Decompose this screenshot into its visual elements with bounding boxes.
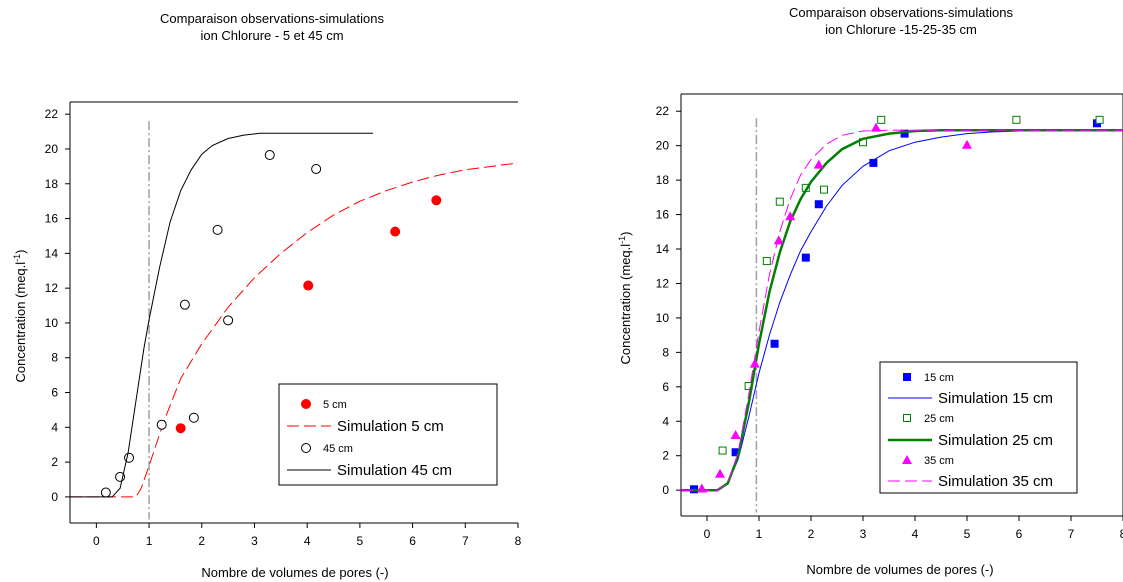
chart-left-xlabel: Nombre de volumes de pores (-) (201, 565, 388, 580)
chart-left-legend-label: 5 cm (323, 399, 347, 411)
chart-right-series-15-cm-point (802, 254, 810, 262)
chart-left-ylabel: Concentration (meq.l-1) (12, 249, 28, 382)
chart-left-series-5-cm-point (432, 196, 441, 205)
chart-left-legend-swatch (302, 444, 311, 453)
chart-left-xtick-label: 8 (515, 534, 522, 548)
chart-left-ytick-label: 16 (45, 212, 59, 226)
chart-left-legend-label: Simulation 45 cm (337, 462, 452, 479)
chart-right-legend-swatch (903, 373, 911, 381)
chart-right-ytick-label: 6 (662, 380, 669, 394)
chart-left-ytick-label: 6 (51, 386, 58, 400)
chart-right-series-25-cm-point (821, 186, 828, 193)
chart-right-legend-label: Simulation 15 cm (938, 390, 1053, 407)
chart-right-ytick-label: 0 (662, 483, 669, 497)
chart-left-series-45-cm-point (189, 413, 198, 422)
chart-right-ytick-label: 22 (656, 104, 670, 118)
chart-right-ytick-label: 16 (656, 208, 670, 222)
chart-right-series-35-cm-point (962, 140, 972, 149)
chart-right-legend-label: 35 cm (924, 455, 954, 467)
chart-left-series-5-cm-point (176, 424, 185, 433)
chart-right-ytick-label: 4 (662, 414, 669, 428)
chart-left-title-line1: Comparaison observations-simulations (160, 11, 384, 26)
chart-right-series-25-cm-point (763, 258, 770, 265)
chart-left-series-45-cm-point (312, 164, 321, 173)
chart-right-xlabel: Nombre de volumes de pores (-) (806, 562, 993, 577)
chart-right-xtick-label: 6 (1016, 527, 1023, 541)
chart-right-series-35-cm-point (814, 160, 824, 169)
chart-right-series-25-cm-point (1013, 116, 1020, 123)
chart-right-ytick-label: 14 (656, 242, 670, 256)
chart-left-title-line2: ion Chlorure - 5 et 45 cm (200, 28, 343, 43)
chart-left-series-45-cm-point (224, 316, 233, 325)
chart-left-ytick-label: 20 (45, 142, 59, 156)
chart-right-ytick-label: 20 (656, 139, 670, 153)
chart-right-ytick-label: 2 (662, 449, 669, 463)
chart-left-series-45-cm-point (180, 300, 189, 309)
chart-right-title-line2: ion Chlorure -15-25-35 cm (825, 22, 977, 37)
chart-left-xtick-label: 5 (357, 534, 364, 548)
chart-left-xtick-label: 7 (462, 534, 469, 548)
chart-left-ytick-label: 0 (51, 490, 58, 504)
chart-left: Comparaison observations-simulations ion… (12, 11, 522, 580)
chart-right-ytick-label: 8 (662, 345, 669, 359)
chart-left-xtick-label: 1 (146, 534, 153, 548)
chart-left-ytick-label: 12 (45, 281, 59, 295)
chart-left-ytick-label: 18 (45, 177, 59, 191)
chart-left-series-45-cm-point (265, 151, 274, 160)
chart-right-series-25-cm-point (776, 198, 783, 205)
chart-right-series-15-cm-point (771, 340, 779, 348)
chart-left-xtick-label: 6 (409, 534, 416, 548)
chart-right-legend: 15 cm Simulation 15 cm 25 cm Simulation 25 … (880, 362, 1077, 493)
chart-right-series-25-cm-point (719, 447, 726, 454)
chart-right-series-25-cm-point (1096, 116, 1103, 123)
chart-right-series-35-cm-point (731, 430, 741, 439)
chart-right-xtick-label: 8 (1120, 527, 1123, 541)
chart-right-ytick-label: 12 (656, 276, 670, 290)
chart-left-xtick-label: 0 (93, 534, 100, 548)
chart-right-ytick-label: 10 (656, 311, 670, 325)
chart-right-xtick-label: 7 (1068, 527, 1075, 541)
chart-left-series-45-cm-point (213, 225, 222, 234)
chart-right-xtick-label: 3 (860, 527, 867, 541)
chart-left-legend-swatch (302, 400, 311, 409)
chart-right-legend-label: 25 cm (924, 413, 954, 425)
chart-right-series-35-cm-point (697, 483, 707, 492)
chart-left-xtick-label: 3 (251, 534, 258, 548)
chart-right-legend-swatch (904, 415, 911, 422)
chart-left-ytick-label: 10 (45, 316, 59, 330)
chart-left-series-5-cm-point (391, 227, 400, 236)
chart-right: Comparaison observations-simulations ion… (617, 5, 1123, 577)
chart-left-xtick-label: 2 (198, 534, 205, 548)
chart-left-ytick-label: 14 (45, 246, 59, 260)
chart-left-legend: 5 cm Simulation 5 cm 45 cm Simulation 45 cm (279, 384, 497, 485)
chart-right-ylabel: Concentration (meq.l-1) (617, 231, 633, 364)
chart-left-ytick-label: 2 (51, 455, 58, 469)
chart-left-ytick-label: 8 (51, 351, 58, 365)
chart-right-xtick-label: 2 (808, 527, 815, 541)
chart-right-xtick-label: 5 (964, 527, 971, 541)
chart-left-ytick-label: 22 (45, 107, 59, 121)
chart-left-legend-label: 45 cm (323, 443, 353, 455)
chart-right-legend-label: Simulation 25 cm (938, 432, 1053, 449)
chart-left-series-5-cm-point (304, 281, 313, 290)
chart-right-xtick-label: 0 (704, 527, 711, 541)
chart-right-series-35-cm-point (715, 469, 725, 478)
chart-right-series-15-cm-point (815, 200, 823, 208)
chart-right-legend-label: Simulation 35 cm (938, 473, 1053, 490)
chart-left-xtick-label: 4 (304, 534, 311, 548)
chart-right-series-25-cm-point (878, 116, 885, 123)
chart-right-title-line1: Comparaison observations-simulations (789, 5, 1013, 20)
chart-right-xtick-label: 1 (756, 527, 763, 541)
chart-left-series-45-cm-point (157, 420, 166, 429)
chart-right-ytick-label: 18 (656, 173, 670, 187)
chart-right-legend-label: 15 cm (924, 372, 954, 384)
chart-left-series-45-cm-point (101, 488, 110, 497)
chart-right-xtick-label: 4 (912, 527, 919, 541)
chart-left-legend-label: Simulation 5 cm (337, 418, 444, 435)
chart-left-ytick-label: 4 (51, 420, 58, 434)
